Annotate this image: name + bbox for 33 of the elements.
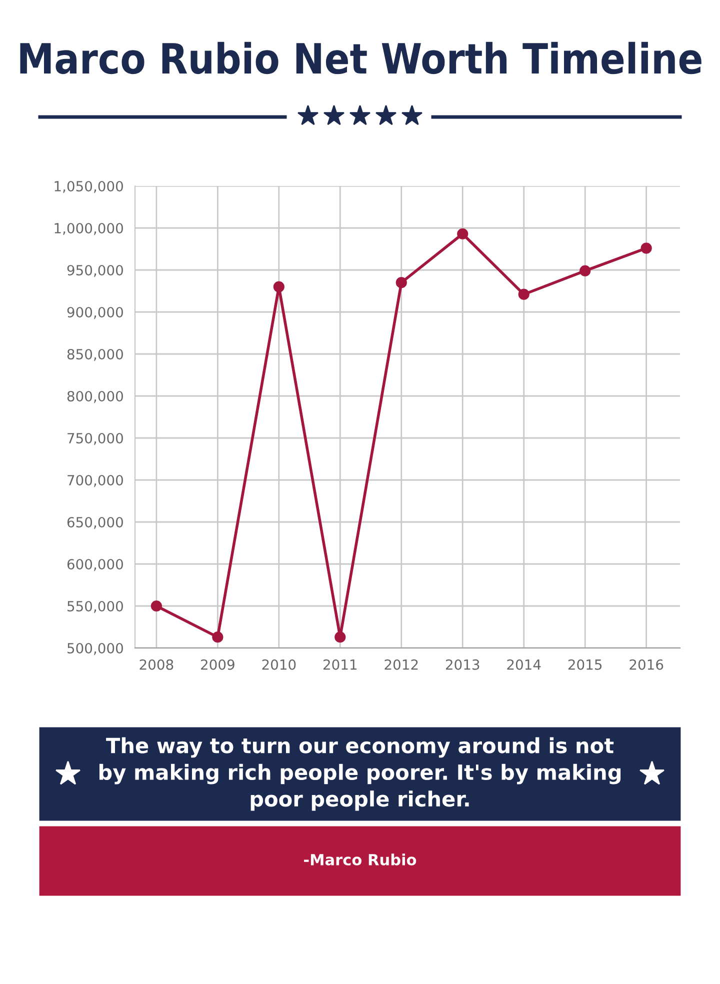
y-tick-label: 500,000 bbox=[68, 642, 123, 655]
x-tick-label: 2008 bbox=[140, 659, 174, 670]
point bbox=[273, 281, 284, 292]
x-tick-label: 2009 bbox=[201, 659, 234, 670]
y-tick-label: 900,000 bbox=[67, 306, 123, 319]
y-tick-label: 950,000 bbox=[67, 264, 123, 277]
x-tick-label: 2011 bbox=[323, 659, 357, 670]
point bbox=[396, 277, 407, 288]
text: -Marco Rubio bbox=[304, 854, 416, 866]
x-tick-label: 2013 bbox=[446, 659, 480, 670]
x-tick-label: 2015 bbox=[568, 659, 602, 670]
y-tick-label: 1,000,000 bbox=[54, 222, 123, 235]
point bbox=[334, 632, 346, 643]
x-tick-label: 2016 bbox=[630, 659, 664, 670]
x-tick-label: 2012 bbox=[384, 659, 418, 670]
y-tick-label: 1,050,000 bbox=[54, 180, 123, 193]
chart-title: Marco Rubio Net Worth Timeline bbox=[20, 42, 702, 74]
point bbox=[212, 632, 224, 643]
y-tick-label: 800,000 bbox=[67, 390, 123, 403]
y-tick-label: 600,000 bbox=[67, 558, 123, 571]
point bbox=[640, 242, 652, 254]
point bbox=[518, 288, 530, 300]
point bbox=[580, 265, 591, 276]
point bbox=[457, 228, 468, 240]
y-tick-label: 550,000 bbox=[68, 600, 123, 613]
x-tick-label: 2014 bbox=[507, 659, 541, 670]
point bbox=[150, 600, 162, 612]
y-tick-label: 650,000 bbox=[67, 516, 123, 529]
y-tick-label: 850,000 bbox=[67, 348, 123, 361]
y-tick-label: 700,000 bbox=[68, 474, 123, 487]
text: The way to turn our economy around is not by making rich people poorer. It's by making poor people richer. bbox=[99, 737, 621, 811]
y-tick-label: 750,000 bbox=[68, 432, 123, 445]
x-tick-label: 2010 bbox=[262, 659, 296, 670]
